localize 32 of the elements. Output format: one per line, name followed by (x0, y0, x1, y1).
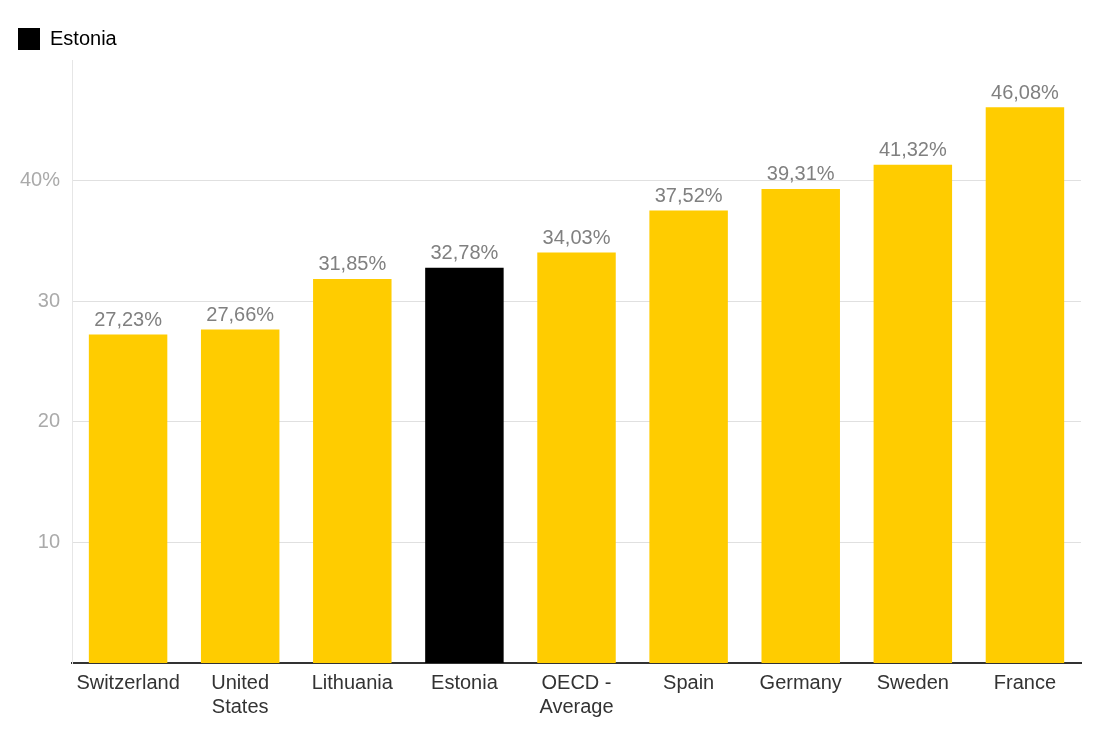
x-tick-label: Spain (663, 670, 715, 693)
x-tick-label: Lithuania (311, 670, 394, 693)
data-label: 31,85% (318, 252, 387, 275)
data-label: 41,32% (878, 138, 947, 161)
x-tick-label: Sweden (876, 670, 949, 693)
x-tick-label: Estonia (431, 670, 499, 693)
data-label: 27,66% (206, 302, 275, 325)
legend-label: Estonia (50, 26, 118, 49)
y-tick-label: 10 (37, 529, 61, 552)
bar (425, 267, 504, 663)
bar (200, 329, 280, 663)
data-label: 27,23% (94, 308, 163, 331)
data-label: 39,31% (766, 162, 835, 185)
bar (985, 107, 1065, 663)
bar (761, 188, 840, 663)
x-tick-label: Germany (759, 670, 842, 693)
bar (649, 210, 728, 663)
x-tick-label: Switzerland (76, 670, 180, 693)
bar (537, 252, 616, 663)
y-tick-label: 40% (20, 168, 61, 191)
y-tick-label: 30 (37, 288, 61, 311)
bar (88, 334, 168, 663)
y-tick-label: 20 (37, 409, 61, 432)
bar (873, 164, 953, 663)
bar (313, 278, 392, 663)
x-tick-label: France (993, 670, 1057, 693)
data-label: 34,03% (542, 226, 611, 249)
x-tick-label: United States (211, 670, 270, 717)
data-label: 46,08% (991, 80, 1060, 103)
data-label: 32,78% (430, 241, 499, 264)
x-tick-label: OECD - Average (539, 670, 614, 717)
data-label: 37,52% (654, 184, 723, 207)
